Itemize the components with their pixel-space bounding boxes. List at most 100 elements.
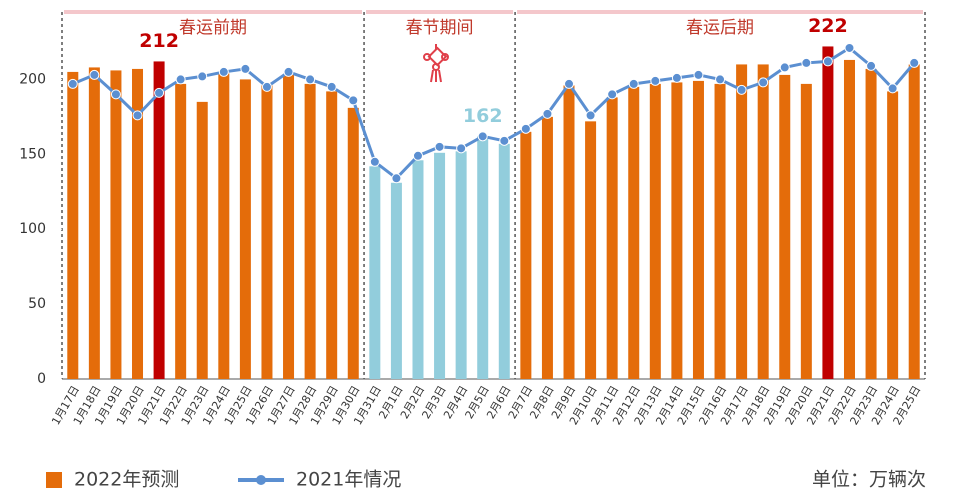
- bar: [369, 166, 381, 379]
- line-point: [758, 77, 769, 88]
- line-point: [110, 89, 121, 100]
- line-point: [261, 81, 272, 92]
- line-point: [671, 72, 682, 83]
- bar: [175, 83, 187, 379]
- line-point: [564, 78, 575, 89]
- bar: [606, 97, 618, 380]
- bar: [692, 80, 704, 379]
- line-point: [628, 78, 639, 89]
- bar: [261, 85, 273, 380]
- period-band: [64, 10, 363, 14]
- line-point: [520, 123, 531, 134]
- period-band: [517, 10, 923, 14]
- bar: [326, 91, 338, 379]
- bar: [88, 67, 100, 379]
- line: [72, 46, 916, 181]
- bar: [110, 70, 122, 379]
- period-label: 春运前期: [179, 18, 247, 38]
- bar: [67, 71, 79, 379]
- line-point: [499, 135, 510, 146]
- bar: [865, 68, 877, 379]
- period-band: [366, 10, 514, 14]
- line-point: [67, 78, 78, 89]
- bar: [822, 46, 834, 379]
- data-label: 212: [139, 30, 179, 52]
- line-point: [693, 69, 704, 80]
- line-point: [305, 74, 316, 85]
- line-point: [477, 131, 488, 142]
- period-label: 春运后期: [686, 18, 754, 38]
- y-tick-label: 200: [19, 71, 46, 87]
- legend-label: 2022年预测: [74, 469, 179, 490]
- bar: [218, 73, 230, 380]
- bar: [412, 160, 424, 379]
- data-label: 162: [463, 105, 503, 127]
- bar: [563, 85, 575, 380]
- line-point: [779, 62, 790, 73]
- line-point: [369, 156, 380, 167]
- line-point: [736, 84, 747, 95]
- bar: [800, 83, 812, 379]
- line-point: [218, 66, 229, 77]
- bar: [434, 152, 446, 379]
- line-point: [801, 57, 812, 68]
- bar: [714, 83, 726, 379]
- bar: [455, 151, 467, 379]
- bar: [196, 101, 208, 379]
- bar: [304, 83, 316, 379]
- bar: [628, 86, 640, 380]
- line-point: [348, 95, 359, 106]
- bar: [520, 131, 532, 379]
- bar: [239, 79, 251, 379]
- y-tick-label: 100: [19, 221, 46, 237]
- bar: [153, 61, 165, 380]
- bar: [132, 68, 144, 379]
- line-point: [607, 89, 618, 100]
- line-point: [240, 63, 251, 74]
- line-point: [326, 81, 337, 92]
- line-point: [909, 57, 920, 68]
- line-point: [542, 108, 553, 119]
- legend-swatch: [46, 472, 62, 488]
- bar: [671, 82, 683, 379]
- line-point: [866, 60, 877, 71]
- bar: [649, 83, 661, 379]
- line-point: [283, 66, 294, 77]
- line-point: [887, 83, 898, 94]
- line-point: [456, 143, 467, 154]
- bar: [498, 143, 510, 379]
- line-point: [154, 87, 165, 98]
- line-point: [175, 74, 186, 85]
- bar: [736, 64, 748, 379]
- line-point: [412, 150, 423, 161]
- bar: [757, 64, 769, 379]
- period-label: 春节期间: [406, 18, 474, 38]
- bar: [908, 64, 920, 379]
- y-tick-label: 0: [37, 371, 46, 387]
- bar: [390, 182, 402, 379]
- bar: [347, 107, 359, 379]
- bar: [887, 91, 899, 379]
- knot-icon: [423, 44, 449, 83]
- line-point: [844, 42, 855, 53]
- y-tick-label: 150: [19, 146, 46, 162]
- line-point: [585, 110, 596, 121]
- line-point: [650, 75, 661, 86]
- line-point: [89, 69, 100, 80]
- y-tick-label: 50: [28, 296, 46, 312]
- bar: [843, 59, 855, 379]
- bar: [283, 74, 295, 380]
- bar: [779, 74, 791, 380]
- data-label: 222: [808, 15, 848, 37]
- line-point: [197, 71, 208, 82]
- line-point: [132, 110, 143, 121]
- legend-label: 2021年情况: [296, 469, 401, 490]
- bar: [585, 121, 597, 380]
- line-point: [822, 56, 833, 67]
- line-point: [391, 173, 402, 184]
- bar: [541, 116, 553, 379]
- line-point: [715, 74, 726, 85]
- line-point: [434, 141, 445, 152]
- bar: [477, 136, 489, 379]
